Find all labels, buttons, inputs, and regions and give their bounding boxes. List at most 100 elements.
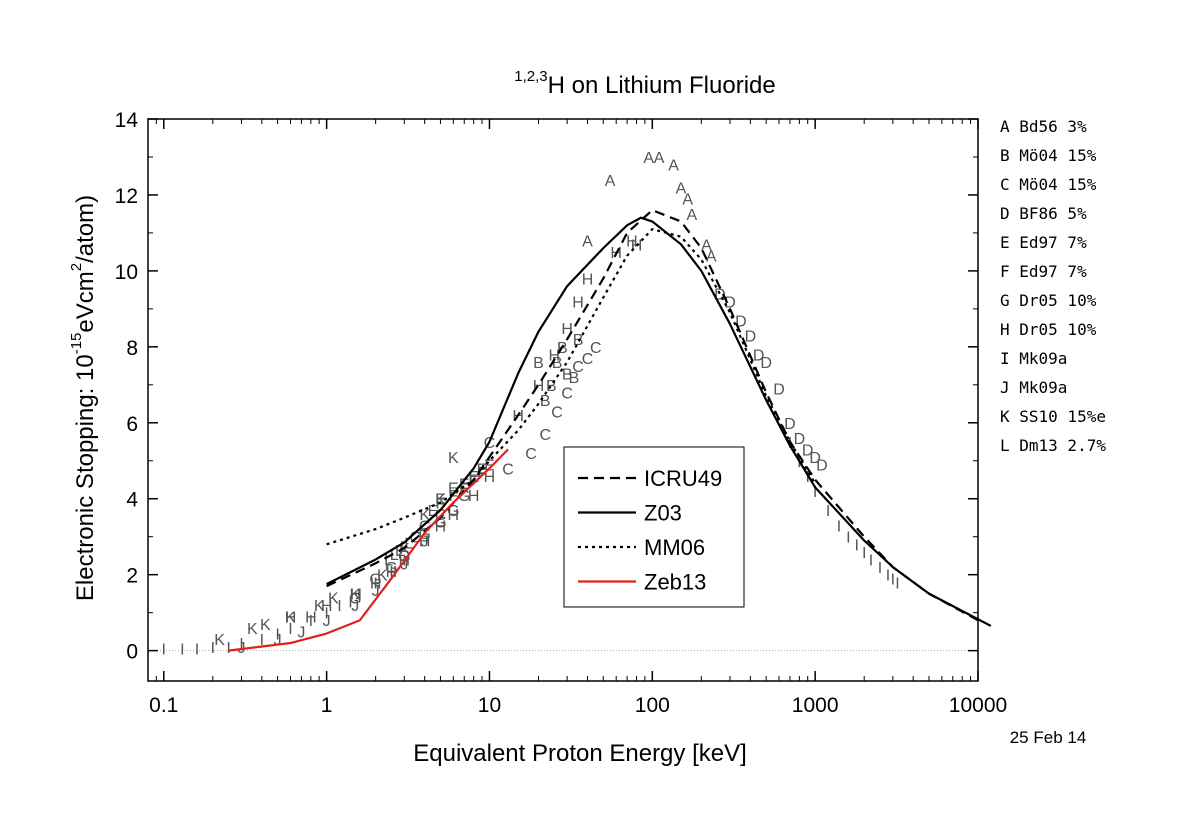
data-point-K: K xyxy=(314,598,325,615)
data-point-H: H xyxy=(285,609,297,626)
data-point-A: A xyxy=(676,180,687,197)
data-point-C: C xyxy=(551,404,563,421)
data-legend-entry-H: H Dr05 10% xyxy=(1000,320,1097,339)
data-point-I: I xyxy=(878,560,882,577)
y-axis-label-sup-2: 2 xyxy=(68,263,85,271)
y-axis-label-sup-1: -15 xyxy=(68,333,85,355)
data-point-H: H xyxy=(468,488,480,505)
data-point-I: I xyxy=(348,594,352,611)
data-point-I: I xyxy=(324,606,328,623)
data-point-C: C xyxy=(502,461,514,478)
data-point-K: K xyxy=(214,632,225,649)
data-point-I: I xyxy=(813,484,817,501)
data-point-F: F xyxy=(477,465,487,482)
data-point-D: D xyxy=(773,382,785,399)
data-point-J: J xyxy=(400,556,408,573)
model-curves xyxy=(228,209,992,652)
data-legend-entry-L: L Dm13 2.7% xyxy=(1000,436,1106,455)
data-point-I: I xyxy=(854,537,858,554)
data-point-K: K xyxy=(247,621,258,638)
data-point-J: J xyxy=(351,598,359,615)
data-legend-entry-B: B Mö04 15% xyxy=(1000,146,1097,165)
data-point-A: A xyxy=(682,192,693,209)
series-line-icru49 xyxy=(326,209,979,622)
data-point-H: H xyxy=(548,347,560,364)
data-point-I: I xyxy=(895,575,899,592)
data-point-I: I xyxy=(180,642,184,659)
x-axis-label: Equivalent Proton Energy [keV] xyxy=(413,740,747,767)
y-axis-label-suffix: /atom) xyxy=(72,195,99,263)
data-point-I: I xyxy=(358,587,362,604)
data-point-I: I xyxy=(260,632,264,649)
line-legend: ICRU49 Z03 MM06 Zeb13 xyxy=(563,446,745,608)
series-line-zeb13 xyxy=(228,448,509,652)
data-point-I: I xyxy=(288,621,292,638)
data-point-K: K xyxy=(285,609,296,626)
data-point-D: D xyxy=(724,294,736,311)
data-point-I: I xyxy=(195,642,199,659)
data-point-C: C xyxy=(572,359,584,376)
chart-title-main: H on Lithium Fluoride xyxy=(548,72,776,99)
y-tick-label: 0 xyxy=(126,641,138,664)
data-point-I: I xyxy=(389,564,393,581)
data-legend-entry-A: A Bd56 3% xyxy=(1000,117,1087,136)
data-point-I: I xyxy=(226,640,230,657)
x-tick-label: 1000 xyxy=(792,694,839,717)
data-point-H: H xyxy=(582,271,594,288)
data-point-H: H xyxy=(321,598,333,615)
data-point-B: B xyxy=(546,378,557,395)
data-point-H: H xyxy=(626,234,638,251)
data-point-E: E xyxy=(428,503,439,520)
data-point-I: I xyxy=(162,642,166,659)
data-point-I: I xyxy=(862,545,866,562)
data-point-L: L xyxy=(404,535,413,552)
data-point-D: D xyxy=(802,442,814,459)
data-point-H: H xyxy=(448,507,460,524)
data-point-A: A xyxy=(706,249,717,266)
legend-label-z03: Z03 xyxy=(644,501,682,526)
data-source-legend: A Bd56 3% B Mö04 15% C Mö04 15% D BF86 5% E … xyxy=(1000,117,1106,455)
data-point-H: H xyxy=(484,469,496,486)
data-point-J: J xyxy=(372,583,380,600)
data-point-E: E xyxy=(459,477,470,494)
data-point-J: J xyxy=(421,534,429,551)
data-point-E: E xyxy=(468,469,479,486)
data-point-J: J xyxy=(274,632,282,649)
legend-label-mm06: MM06 xyxy=(644,535,705,560)
data-point-A: A xyxy=(582,234,593,251)
data-point-D: D xyxy=(714,287,726,304)
data-point-L: L xyxy=(384,552,393,569)
data-point-L: L xyxy=(390,547,399,564)
y-axis-label-prefix: Electronic Stopping: 10 xyxy=(72,354,99,601)
data-point-H: H xyxy=(631,237,643,254)
data-point-H: H xyxy=(350,587,362,604)
data-legend-entry-E: E Ed97 7% xyxy=(1000,233,1087,252)
data-point-A: A xyxy=(668,158,679,175)
data-point-I: I xyxy=(837,518,841,535)
data-point-C: C xyxy=(525,446,537,463)
data-legend-entry-F: F Ed97 7% xyxy=(1000,262,1087,281)
data-point-B: B xyxy=(552,355,563,372)
x-tick-label: 1 xyxy=(321,694,333,717)
data-point-I: I xyxy=(846,530,850,547)
data-point-E: E xyxy=(448,480,459,497)
data-point-G: G xyxy=(349,590,361,607)
data-point-A: A xyxy=(643,150,654,167)
data-point-B: B xyxy=(540,393,551,410)
data-points: AAA A AAAAAABBBBBBBBCCCCCCCCCCCCDDDDDDDDDD… xyxy=(162,150,900,659)
data-point-I: I xyxy=(869,552,873,569)
data-point-K: K xyxy=(399,541,410,558)
date-stamp: 25 Feb 14 xyxy=(1010,728,1087,747)
data-point-D: D xyxy=(760,355,772,372)
y-tick-label: 14 xyxy=(115,109,139,132)
data-point-C: C xyxy=(590,340,602,357)
data-point-K: K xyxy=(419,507,430,524)
data-point-D: D xyxy=(784,416,796,433)
data-point-D: D xyxy=(794,431,806,448)
y-axis-label-unit: eVcm xyxy=(72,271,99,332)
data-point-K: K xyxy=(350,587,361,604)
data-point-C: C xyxy=(561,385,573,402)
data-point-D: D xyxy=(809,450,821,467)
data-point-J: J xyxy=(297,625,305,642)
